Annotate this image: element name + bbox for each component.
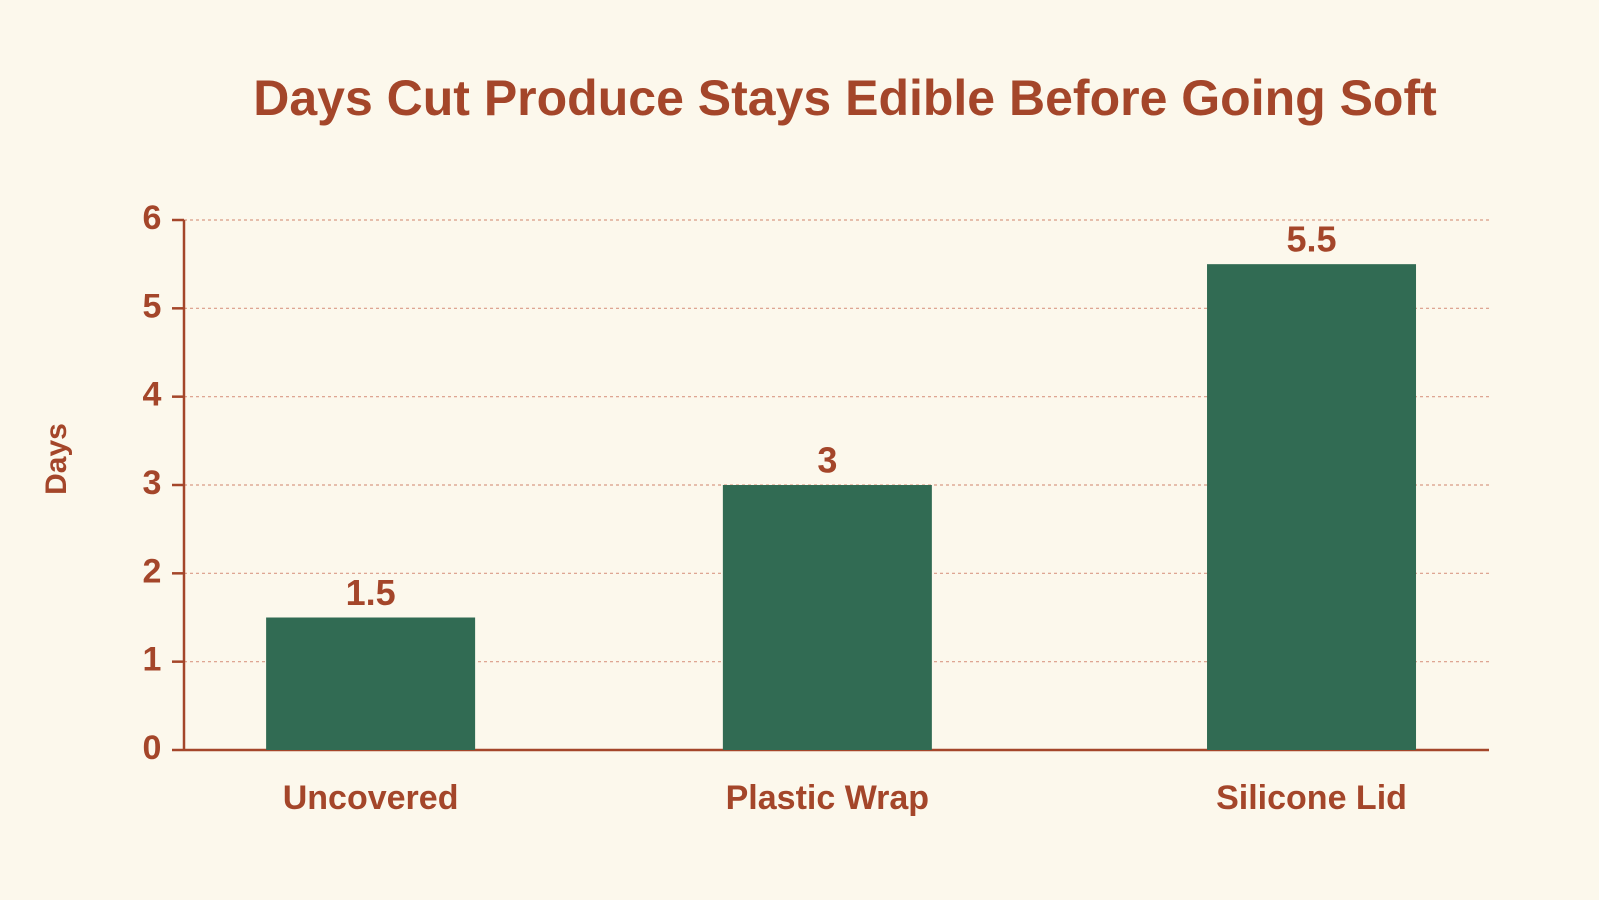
- bar: [266, 617, 476, 750]
- y-tick-label: 1: [143, 641, 162, 679]
- x-tick-label: Silicone Lid: [1216, 779, 1407, 817]
- y-tick-label: 3: [143, 464, 162, 502]
- y-tick-label: 6: [143, 199, 162, 237]
- value-label: 3: [817, 440, 837, 481]
- y-tick-label: 5: [143, 287, 162, 325]
- y-tick-label: 2: [143, 552, 162, 590]
- y-axis-label: Days: [40, 423, 73, 495]
- x-tick-label: Plastic Wrap: [726, 779, 929, 817]
- x-tick-label: Uncovered: [283, 779, 459, 817]
- bar: [722, 485, 932, 750]
- bar: [1207, 264, 1417, 750]
- value-label: 5.5: [1286, 219, 1336, 260]
- y-tick-label: 4: [143, 376, 162, 414]
- chart-title: Days Cut Produce Stays Edible Before Goi…: [253, 70, 1437, 126]
- value-label: 1.5: [346, 572, 396, 613]
- y-tick-label: 0: [143, 729, 162, 767]
